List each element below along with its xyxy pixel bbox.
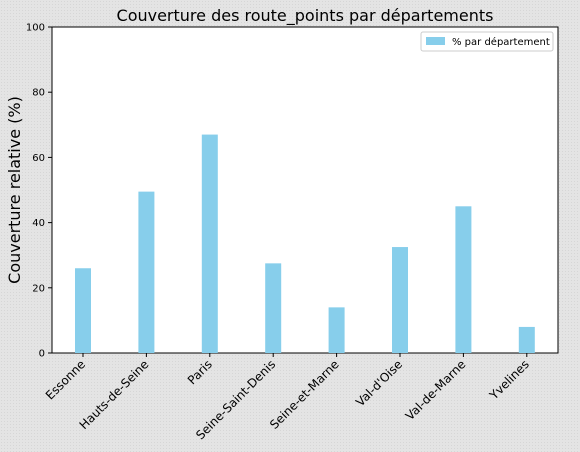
legend-label: % par département [452, 36, 550, 48]
legend-box [420, 31, 554, 52]
bar [265, 263, 282, 353]
x-tick-label: Val-de-Marne [403, 357, 469, 423]
x-tick-label: Paris [185, 357, 215, 387]
y-tick-label: 60 [32, 153, 45, 164]
y-tick-label: 40 [32, 218, 45, 229]
x-tick-label: Seine-et-Marne [267, 357, 342, 432]
y-tick-label: 100 [26, 23, 45, 34]
y-tick-label: 20 [32, 283, 45, 294]
legend: % par département [420, 31, 554, 52]
bar [518, 326, 535, 353]
x-tick-label: Hauts-de-Seine [77, 357, 152, 432]
y-tick-label: 80 [32, 88, 45, 99]
bar [455, 206, 472, 353]
x-tick-label: Val-d'Oise [353, 357, 405, 409]
bar [201, 134, 218, 353]
bar [75, 268, 91, 353]
x-tick-label: Yvelines [486, 357, 532, 403]
bars [75, 134, 535, 353]
plot-area [51, 26, 559, 354]
legend-swatch [426, 37, 445, 45]
bar [328, 307, 345, 353]
y-tick-label: 0 [39, 349, 45, 360]
y-axis-label: Couverture relative (%) [5, 96, 24, 284]
bar [392, 247, 408, 353]
chart-title: Couverture des route_points par départem… [117, 6, 494, 26]
x-tick-label: Essonne [43, 357, 88, 402]
y-axis: 0 20 40 60 80 100 [26, 23, 52, 360]
bar [138, 191, 155, 353]
